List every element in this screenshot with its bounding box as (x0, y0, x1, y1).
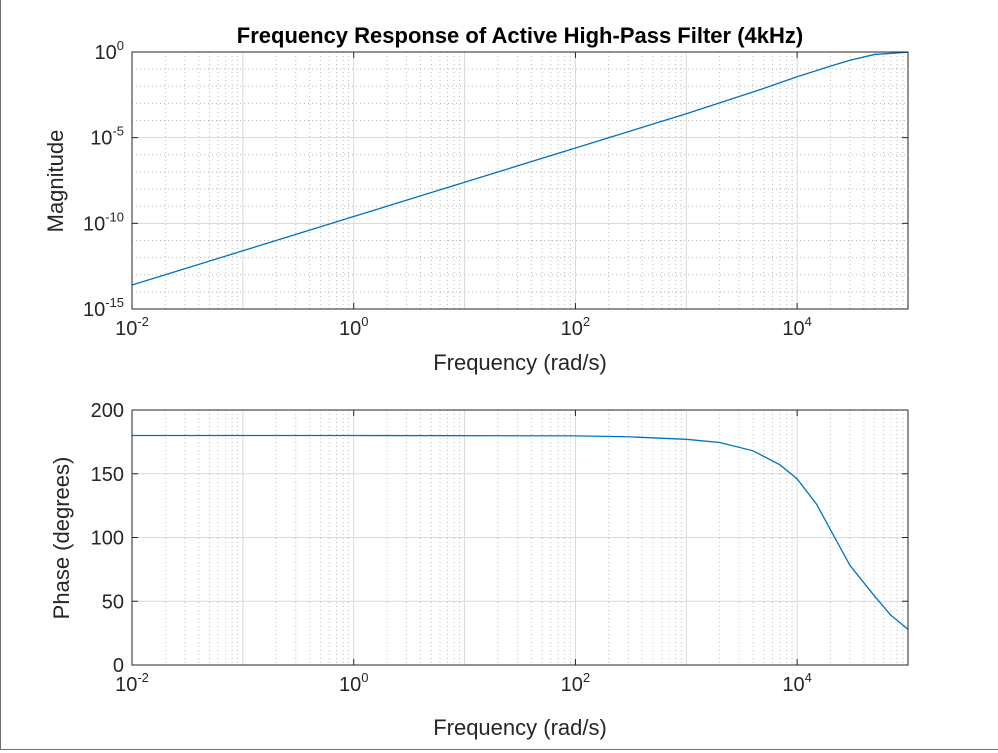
x-tick-label: 10-2 (115, 314, 149, 340)
y-tick-label: 10-5 (90, 124, 124, 150)
magnitude-grid (131, 51, 909, 310)
y-tick-label: 100 (95, 38, 124, 64)
y-tick-label: 100 (91, 528, 124, 550)
y-tick-label: 150 (91, 464, 124, 486)
x-tick-label: 100 (339, 314, 368, 340)
magnitude-y-axis-label: Magnitude (43, 130, 68, 233)
y-tick-label: 0 (113, 655, 124, 677)
phase-x-axis-label: Frequency (rad/s) (433, 715, 607, 740)
y-tick-label: 200 (91, 400, 124, 422)
chart-title: Frequency Response of Active High-Pass F… (237, 23, 803, 48)
y-tick-label: 10-10 (83, 209, 124, 235)
y-tick-label: 50 (102, 591, 124, 613)
magnitude-axes-box (131, 51, 909, 310)
magnitude-series (131, 51, 909, 286)
magnitude-ticks: 10-2 100 102 104 100 10-5 10-10 10-15 (83, 38, 908, 340)
x-tick-label: 104 (782, 670, 811, 696)
phase-y-axis-label: Phase (degrees) (49, 457, 74, 620)
x-tick-label: 102 (561, 670, 590, 696)
magnitude-x-axis-label: Frequency (rad/s) (433, 350, 607, 375)
y-tick-label: 10-15 (83, 295, 124, 321)
x-tick-label: 100 (339, 670, 368, 696)
phase-series (132, 434, 909, 630)
series-line (131, 51, 909, 286)
series-line (132, 434, 909, 630)
phase-axes: 10-2 100 102 104 0 50 100 150 200 Frequency (rad… (49, 400, 909, 740)
magnitude-axes: 10-2 100 102 104 100 10-5 10-10 10-15 Frequency… (43, 38, 909, 375)
phase-ticks: 10-2 100 102 104 0 50 100 150 200 (91, 400, 908, 696)
x-tick-label: 10-2 (115, 670, 149, 696)
phase-grid (131, 409, 909, 666)
x-tick-label: 102 (561, 314, 590, 340)
x-tick-label: 104 (782, 314, 811, 340)
